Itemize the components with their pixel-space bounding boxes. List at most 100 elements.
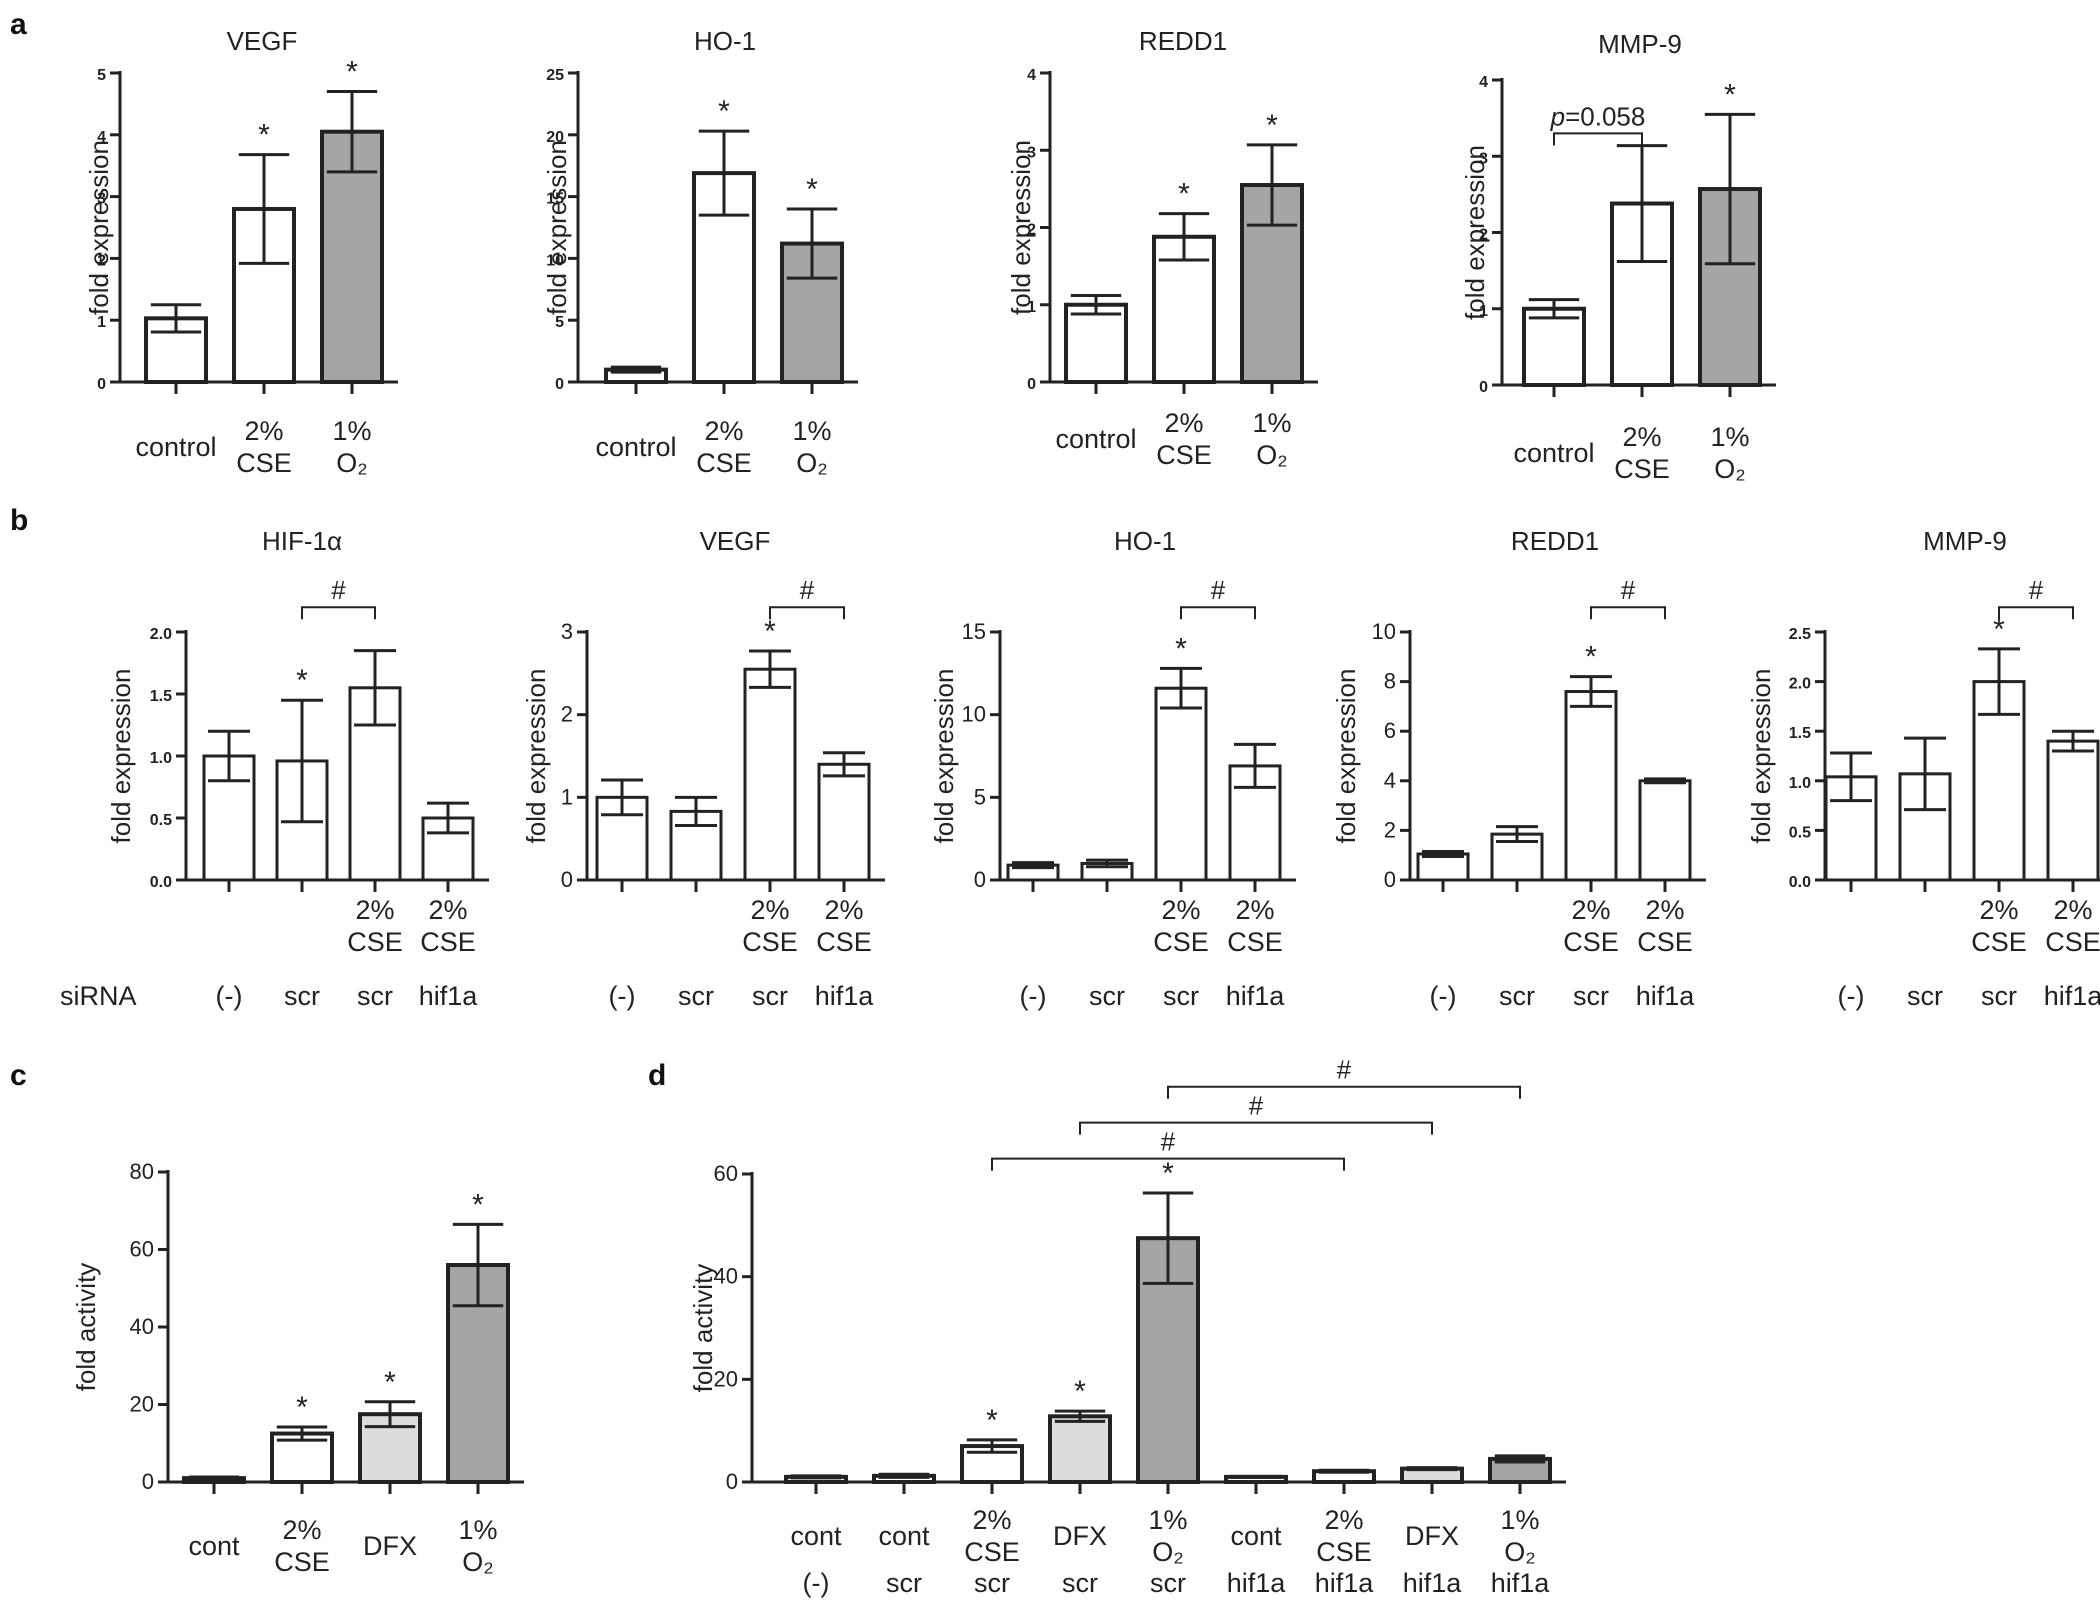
y-tick-label: 15 <box>962 619 986 644</box>
y-tick-label: 0.5 <box>1789 824 1811 841</box>
y-tick-label: 0 <box>1479 379 1488 396</box>
sirna-label: scr <box>357 981 393 1011</box>
sirna-label: scr <box>1499 981 1535 1011</box>
category-label: 1% <box>332 416 371 446</box>
y-tick-label: 2 <box>1384 817 1396 842</box>
sirna-label: scr <box>1907 981 1943 1011</box>
category-label: CSE <box>696 448 752 478</box>
y-tick-label: 2 <box>97 252 106 269</box>
sirna-label: scr <box>752 981 788 1011</box>
y-axis-label: fold expression <box>1746 669 1776 844</box>
significance-star: * <box>1724 78 1736 111</box>
sirna-label: hif1a <box>2044 981 2100 1011</box>
significance-bracket <box>1167 1085 1521 1099</box>
panel-label-c: c <box>10 1059 27 1092</box>
y-tick-label: 8 <box>1384 669 1396 694</box>
significance-bracket <box>1553 132 1643 146</box>
significance-bracket <box>301 606 376 620</box>
y-tick-label: 5 <box>97 67 106 84</box>
bracket-label-value: =0.058 <box>1565 101 1645 131</box>
significance-bracket <box>1180 606 1256 620</box>
significance-star: * <box>472 1188 484 1221</box>
y-tick-label: 4 <box>1027 67 1036 84</box>
bar <box>1416 852 1470 882</box>
chart-a-ho1: HO-1 fold expression 0 5 10 15 20 25 * * control 2%… <box>542 26 858 478</box>
y-tick-label: 2 <box>561 702 573 727</box>
y-tick-label: 0 <box>555 376 564 393</box>
panel-label-d: d <box>648 1059 666 1092</box>
chart-title: REDD1 <box>1139 26 1227 56</box>
bar <box>1564 690 1618 882</box>
y-tick-label: 80 <box>130 1159 154 1184</box>
y-axis-label: fold expression <box>1460 145 1490 320</box>
category-label: CSE <box>742 927 798 957</box>
significance-star: * <box>258 119 270 152</box>
category-label: 2% <box>1324 1505 1363 1535</box>
bar <box>1638 779 1692 882</box>
category-label: 2% <box>1571 895 1610 925</box>
significance-star: * <box>346 56 358 89</box>
bar <box>1064 302 1128 384</box>
y-tick-label: 20 <box>714 1366 738 1391</box>
panel-label-b: b <box>10 504 28 537</box>
sirna-label: (-) <box>1430 981 1457 1011</box>
y-axis-label: fold expression <box>84 140 114 315</box>
sirna-label: scr <box>1150 1568 1186 1598</box>
category-label: O₂ <box>1152 1537 1183 1567</box>
category-label: O₂ <box>462 1547 493 1577</box>
significance-star: * <box>764 615 776 648</box>
bracket-label: # <box>1621 575 1636 605</box>
category-label: DFX <box>1405 1521 1459 1551</box>
category-label: DFX <box>363 1531 417 1561</box>
y-tick-label: 0 <box>1027 376 1036 393</box>
y-tick-label: 2 <box>1479 227 1488 244</box>
sirna-label: (-) <box>216 981 243 1011</box>
y-tick-label: 1.5 <box>1789 725 1811 742</box>
y-tick-label: 40 <box>130 1314 154 1339</box>
bar <box>743 667 797 882</box>
y-tick-label: 0.5 <box>150 812 172 829</box>
y-axis-label: fold expression <box>1331 669 1361 844</box>
bracket-label: # <box>2029 575 2044 605</box>
y-tick-label: 10 <box>962 702 986 727</box>
sirna-label: (-) <box>1838 981 1865 1011</box>
y-tick-label: 1.0 <box>150 750 172 767</box>
sirna-label: scr <box>1062 1568 1098 1598</box>
sirna-label: (-) <box>609 981 636 1011</box>
category-label: O₂ <box>1714 454 1745 484</box>
significance-star: * <box>296 664 308 697</box>
category-label: O₂ <box>1504 1537 1535 1567</box>
category-label: CSE <box>236 448 292 478</box>
y-tick-label: 10 <box>546 252 564 269</box>
sirna-label: scr <box>1089 981 1125 1011</box>
y-tick-label: 4 <box>1479 74 1488 91</box>
category-label: 2% <box>972 1505 1011 1535</box>
bar <box>1522 306 1586 387</box>
chart-c: fold activity 0 20 40 60 80 * * * cont 2%CSE DFX 1%O… <box>71 1159 524 1577</box>
chart-a-mmp9: MMP-9 fold expression 0 1 2 3 4 * control 2%CSE 1%… <box>1460 29 1776 484</box>
significance-star: * <box>1175 632 1187 665</box>
sirna-label: hif1a <box>1491 1568 1551 1598</box>
bar <box>1048 1414 1112 1484</box>
y-tick-label: 1 <box>1479 303 1488 320</box>
category-label: CSE <box>1563 927 1619 957</box>
significance-star: * <box>1178 178 1190 211</box>
significance-star: * <box>296 1391 308 1424</box>
bracket-label: # <box>331 575 346 605</box>
y-axis-label: fold expression <box>929 669 959 844</box>
bracket-label-italic: p <box>1550 101 1565 131</box>
category-label: cont <box>188 1531 240 1561</box>
category-label: CSE <box>274 1547 330 1577</box>
category-label: 1% <box>1500 1505 1539 1535</box>
category-label: 2% <box>704 416 743 446</box>
category-label: CSE <box>1971 927 2027 957</box>
category-label: CSE <box>1156 440 1212 470</box>
category-label: CSE <box>420 927 476 957</box>
y-tick-label: 1.0 <box>1789 775 1811 792</box>
y-tick-label: 2.0 <box>1789 676 1811 693</box>
y-tick-label: 0 <box>1384 867 1396 892</box>
y-tick-label: 2.5 <box>1789 626 1811 643</box>
